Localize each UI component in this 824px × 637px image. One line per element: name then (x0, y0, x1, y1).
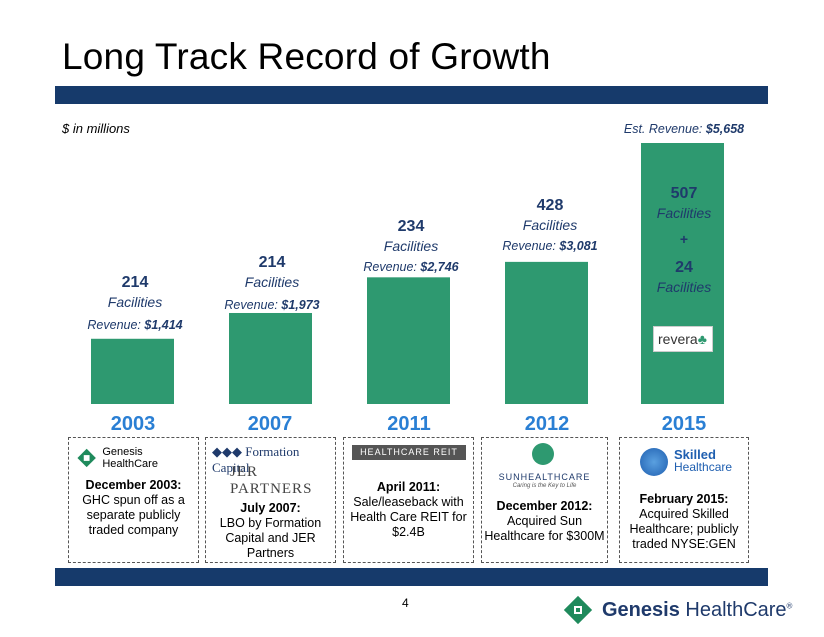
label-2015: 507 Facilities + 24 Facilities (634, 184, 734, 296)
sun-healthcare-logo: SUNHEALTHCARE (498, 472, 591, 482)
genesis-logo: Genesis HealthCare (77, 446, 198, 470)
revenue-label: Revenue: $1,414 (87, 318, 183, 332)
card-body: Acquired Skilled Healthcare; publicly tr… (629, 507, 739, 551)
sun-icon (532, 443, 554, 465)
formation-capital-logo: ◆◆◆ Formation Capital (212, 444, 300, 475)
facility-word: Facilities (383, 238, 439, 254)
facility-word: Facilities (244, 274, 300, 290)
bar-2012 (505, 261, 588, 404)
skilled-healthcare-logo: Skilled Healthcare (674, 447, 733, 474)
page-number: 4 (402, 596, 409, 610)
facility-word: Facilities (522, 217, 578, 233)
label-2011: 234 Facilities Revenue: $2,746 (351, 217, 471, 275)
page-title: Long Track Record of Growth (62, 36, 551, 77)
card-heading: April 2011: (376, 480, 441, 494)
card-body: Acquired Sun Healthcare for $300M (484, 514, 605, 543)
bar-2011 (367, 277, 450, 404)
card-heading: July 2007: (240, 501, 301, 515)
card-heading: December 2003: (85, 478, 182, 492)
year-label: 2003 (110, 413, 156, 435)
milestone-card-2012: SUNHEALTHCARE Caring is the Key to Life … (481, 437, 608, 563)
card-body: LBO by Formation Capital and JER Partner… (219, 516, 322, 560)
footer-genesis-logo: Genesis HealthCare® (562, 594, 792, 626)
card-body: Sale/leaseback with Health Care REIT for… (350, 495, 467, 539)
year-label: 2007 (247, 413, 293, 435)
jer-partners-logo: JER PARTNERS (230, 464, 313, 497)
facility-count: 214 (258, 254, 286, 271)
milestone-card-2003: Genesis HealthCare December 2003: GHC sp… (68, 437, 199, 563)
bar-2015 (641, 143, 724, 404)
milestone-card-2015: Skilled Healthcare February 2015: Acquir… (619, 437, 749, 563)
sun-healthcare-tagline: Caring is the Key to Life (512, 483, 577, 489)
revera-logo: revera♣ (653, 326, 713, 352)
revenue-label: Revenue: $1,973 (224, 298, 320, 312)
facility-word: Facilities (656, 279, 712, 295)
bar-2003 (91, 338, 174, 404)
year-label: 2011 (387, 413, 431, 435)
milestone-card-2011: HEALTHCARE REIT April 2011: Sale/leaseba… (343, 437, 474, 563)
est-revenue-label: Est. Revenue: $5,658 (623, 122, 745, 136)
card-heading: December 2012: (496, 499, 593, 513)
year-label: 2015 (661, 413, 707, 435)
units-note: $ in millions (62, 121, 130, 136)
year-label: 2012 (524, 413, 570, 435)
label-2007: 214 Facilities Revenue: $1,973 (212, 253, 332, 313)
facility-word: Facilities (656, 205, 712, 221)
label-2012: 428 Facilities Revenue: $3,081 (485, 196, 615, 254)
card-body: GHC spun off as a separate publicly trad… (82, 493, 185, 537)
revenue-label: Revenue: $3,081 (502, 239, 598, 253)
facility-count: 428 (536, 197, 564, 214)
card-heading: February 2015: (639, 492, 729, 506)
facility-count: 234 (397, 218, 425, 235)
skilled-healthcare-icon (640, 448, 668, 476)
bar-2007 (229, 312, 312, 404)
revenue-label: Revenue: $2,746 (363, 260, 459, 274)
footer-band (55, 568, 768, 586)
healthcare-reit-logo: HEALTHCARE REIT (352, 445, 466, 460)
plus-sign: + (679, 231, 689, 247)
facility-count: 507 (670, 185, 698, 202)
facility-count: 214 (121, 274, 149, 291)
facility-word: Facilities (107, 294, 163, 310)
title-band (55, 86, 768, 104)
genesis-mark-icon (563, 595, 593, 625)
milestone-card-2007: ◆◆◆ Formation Capital JER PARTNERS July … (205, 437, 336, 563)
extra-facility-count: 24 (675, 259, 693, 276)
label-2003: 214 Facilities Revenue: $1,414 (75, 273, 195, 333)
